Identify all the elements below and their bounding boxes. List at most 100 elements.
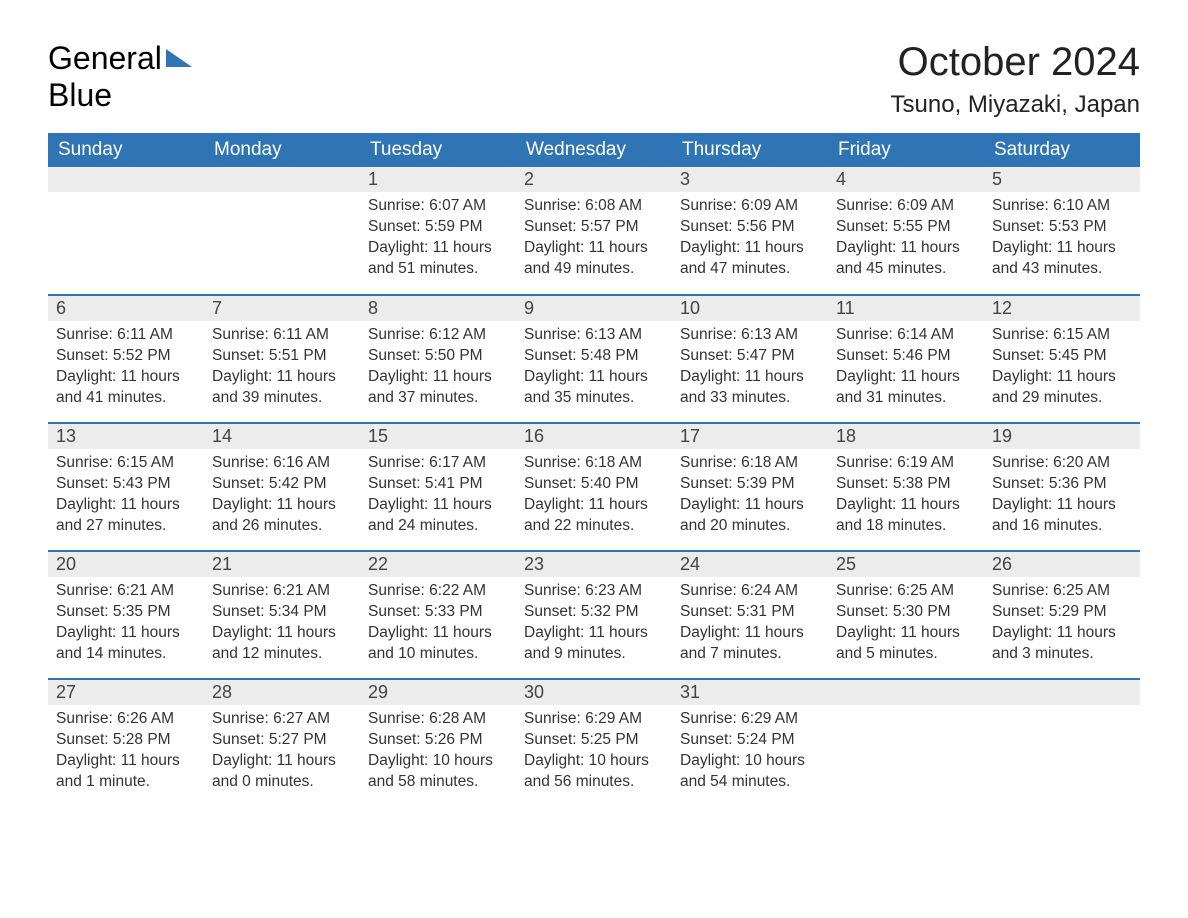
dayl2-text: and 37 minutes. (368, 388, 508, 409)
calendar-cell: 1Sunrise: 6:07 AMSunset: 5:59 PMDaylight… (360, 167, 516, 295)
day-number: 22 (360, 552, 516, 577)
dayl1-text: Daylight: 11 hours (992, 238, 1132, 259)
calendar-cell: 16Sunrise: 6:18 AMSunset: 5:40 PMDayligh… (516, 423, 672, 551)
dayl1-text: Daylight: 11 hours (836, 495, 976, 516)
day-details: Sunrise: 6:11 AMSunset: 5:52 PMDaylight:… (48, 321, 204, 417)
dayl2-text: and 54 minutes. (680, 772, 820, 793)
day-details: Sunrise: 6:17 AMSunset: 5:41 PMDaylight:… (360, 449, 516, 545)
dayl1-text: Daylight: 11 hours (992, 495, 1132, 516)
day-number: 10 (672, 296, 828, 321)
day-number: 6 (48, 296, 204, 321)
dayl2-text: and 49 minutes. (524, 259, 664, 280)
sunset-text: Sunset: 5:32 PM (524, 602, 664, 623)
day-number: 5 (984, 167, 1140, 192)
dayl2-text: and 9 minutes. (524, 644, 664, 665)
sunset-text: Sunset: 5:25 PM (524, 730, 664, 751)
dayl2-text: and 0 minutes. (212, 772, 352, 793)
dayl1-text: Daylight: 11 hours (524, 623, 664, 644)
day-details: Sunrise: 6:18 AMSunset: 5:39 PMDaylight:… (672, 449, 828, 545)
day-details: Sunrise: 6:20 AMSunset: 5:36 PMDaylight:… (984, 449, 1140, 545)
brand-logo: General Blue (48, 40, 192, 114)
dayl2-text: and 51 minutes. (368, 259, 508, 280)
dayl1-text: Daylight: 11 hours (56, 495, 196, 516)
sunset-text: Sunset: 5:27 PM (212, 730, 352, 751)
sunrise-text: Sunrise: 6:25 AM (836, 581, 976, 602)
sunrise-text: Sunrise: 6:08 AM (524, 196, 664, 217)
calendar-cell: 23 Sunrise: 6:23 AMSunset: 5:32 PMDayligh… (516, 551, 672, 679)
dayl2-text: and 20 minutes. (680, 516, 820, 537)
day-number: 11 (828, 296, 984, 321)
dayl2-text: and 41 minutes. (56, 388, 196, 409)
sunrise-text: Sunrise: 6:11 AM (212, 325, 352, 346)
location-subtitle: Tsuno, Miyazaki, Japan (891, 91, 1140, 119)
dayl1-text: Daylight: 11 hours (368, 367, 508, 388)
sunrise-text: Sunrise: 6:23 AM (524, 581, 664, 602)
sunrise-text: Sunrise: 6:24 AM (680, 581, 820, 602)
calendar-cell: 12Sunrise: 6:15 AMSunset: 5:45 PMDayligh… (984, 295, 1140, 423)
day-number: 4 (828, 167, 984, 192)
day-number: 13 (48, 424, 204, 449)
sunset-text: Sunset: 5:47 PM (680, 346, 820, 367)
dayl2-text: and 45 minutes. (836, 259, 976, 280)
sunset-text: Sunset: 5:48 PM (524, 346, 664, 367)
dayl2-text: and 3 minutes. (992, 644, 1132, 665)
sunset-text: Sunset: 5:30 PM (836, 602, 976, 623)
calendar-cell: 31Sunrise: 6:29 AMSunset: 5:24 PMDayligh… (672, 679, 828, 807)
sunrise-text: Sunrise: 6:16 AM (212, 453, 352, 474)
sunrise-text: Sunrise: 6:09 AM (680, 196, 820, 217)
day-details: Sunrise: 6:21 AMSunset: 5:34 PMDaylight:… (204, 577, 360, 673)
sunset-text: Sunset: 5:38 PM (836, 474, 976, 495)
dayl1-text: Daylight: 11 hours (212, 623, 352, 644)
calendar-cell: 11Sunrise: 6:14 AMSunset: 5:46 PMDayligh… (828, 295, 984, 423)
day-number: 21 (204, 552, 360, 577)
dayl2-text: and 31 minutes. (836, 388, 976, 409)
sunset-text: Sunset: 5:45 PM (992, 346, 1132, 367)
sunrise-text: Sunrise: 6:15 AM (56, 453, 196, 474)
dayl2-text: and 5 minutes. (836, 644, 976, 665)
day-details: Sunrise: 6:13 AMSunset: 5:47 PMDaylight:… (672, 321, 828, 417)
day-number: 9 (516, 296, 672, 321)
dayl1-text: Daylight: 11 hours (368, 238, 508, 259)
day-number: 29 (360, 680, 516, 705)
day-details: Sunrise: 6:15 AMSunset: 5:45 PMDaylight:… (984, 321, 1140, 417)
day-number: 20 (48, 552, 204, 577)
dayl1-text: Daylight: 11 hours (368, 495, 508, 516)
sunset-text: Sunset: 5:39 PM (680, 474, 820, 495)
sunset-text: Sunset: 5:35 PM (56, 602, 196, 623)
sunrise-text: Sunrise: 6:26 AM (56, 709, 196, 730)
dayl2-text: and 58 minutes. (368, 772, 508, 793)
sunset-text: Sunset: 5:29 PM (992, 602, 1132, 623)
calendar-cell: 28Sunrise: 6:27 AMSunset: 5:27 PMDayligh… (204, 679, 360, 807)
day-details: Sunrise: 6:13 AMSunset: 5:48 PMDaylight:… (516, 321, 672, 417)
day-details: Sunrise: 6:21 AMSunset: 5:35 PMDaylight:… (48, 577, 204, 673)
sunrise-text: Sunrise: 6:20 AM (992, 453, 1132, 474)
weekday-header-row: Sunday Monday Tuesday Wednesday Thursday… (48, 133, 1140, 167)
calendar-cell: 4Sunrise: 6:09 AMSunset: 5:55 PMDaylight… (828, 167, 984, 295)
day-number: 31 (672, 680, 828, 705)
dayl2-text: and 56 minutes. (524, 772, 664, 793)
sunrise-text: Sunrise: 6:29 AM (680, 709, 820, 730)
sunrise-text: Sunrise: 6:21 AM (56, 581, 196, 602)
sunrise-text: Sunrise: 6:18 AM (680, 453, 820, 474)
sunset-text: Sunset: 5:51 PM (212, 346, 352, 367)
sunrise-text: Sunrise: 6:15 AM (992, 325, 1132, 346)
calendar-cell: 25Sunrise: 6:25 AMSunset: 5:30 PMDayligh… (828, 551, 984, 679)
sunset-text: Sunset: 5:36 PM (992, 474, 1132, 495)
calendar-cell: 8Sunrise: 6:12 AMSunset: 5:50 PMDaylight… (360, 295, 516, 423)
day-details: Sunrise: 6:07 AMSunset: 5:59 PMDaylight:… (360, 192, 516, 288)
calendar-cell: 14Sunrise: 6:16 AMSunset: 5:42 PMDayligh… (204, 423, 360, 551)
sunrise-text: Sunrise: 6:17 AM (368, 453, 508, 474)
sunset-text: Sunset: 5:28 PM (56, 730, 196, 751)
sunset-text: Sunset: 5:42 PM (212, 474, 352, 495)
dayl1-text: Daylight: 11 hours (836, 623, 976, 644)
dayl1-text: Daylight: 11 hours (992, 623, 1132, 644)
brand-triangle-icon (166, 49, 192, 67)
dayl1-text: Daylight: 11 hours (56, 367, 196, 388)
dayl1-text: Daylight: 10 hours (680, 751, 820, 772)
day-number: 27 (48, 680, 204, 705)
calendar-cell: 30Sunrise: 6:29 AMSunset: 5:25 PMDayligh… (516, 679, 672, 807)
sunset-text: Sunset: 5:41 PM (368, 474, 508, 495)
day-number: 23 (516, 552, 672, 577)
day-number: 24 (672, 552, 828, 577)
sunset-text: Sunset: 5:50 PM (368, 346, 508, 367)
